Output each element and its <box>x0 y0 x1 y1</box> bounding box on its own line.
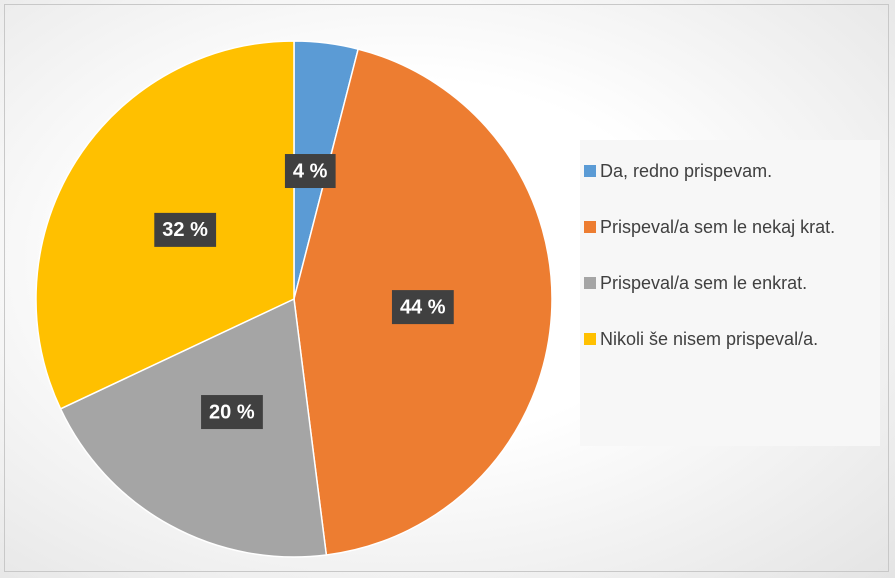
data-label-text: 32 % <box>162 219 208 241</box>
data-label: 4 % <box>284 154 336 189</box>
legend-label: Da, redno prispevam. <box>600 161 773 181</box>
legend-item: Da, redno prispevam. <box>584 158 880 184</box>
legend-label: Prispeval/a sem le enkrat. <box>600 273 808 293</box>
data-label-text: 44 % <box>400 296 446 318</box>
legend-item: Prispeval/a sem le nekaj krat. <box>584 214 880 240</box>
data-label: 20 % <box>201 395 263 430</box>
data-label-text: 4 % <box>293 160 328 182</box>
legend-label: Nikoli še nisem prispeval/a. <box>600 329 819 349</box>
legend-swatch <box>584 333 596 345</box>
legend-item: Prispeval/a sem le enkrat. <box>584 270 880 296</box>
data-label: 44 % <box>391 290 454 325</box>
legend-item: Nikoli še nisem prispeval/a. <box>584 326 880 352</box>
legend-swatch <box>584 277 596 289</box>
legend-label: Prispeval/a sem le nekaj krat. <box>600 217 836 237</box>
legend-swatch <box>584 165 596 177</box>
legend: Da, redno prispevam. Prispeval/a sem le n… <box>580 140 880 446</box>
pie-slice <box>59 297 328 558</box>
data-label-box <box>284 154 336 189</box>
data-label-text: 20 % <box>209 401 255 423</box>
data-label: 32 % <box>154 212 217 247</box>
data-label-box <box>201 395 263 430</box>
legend-swatch <box>584 221 596 233</box>
chart-frame <box>4 4 889 572</box>
data-label-box <box>154 212 217 247</box>
data-label-box <box>391 290 454 325</box>
